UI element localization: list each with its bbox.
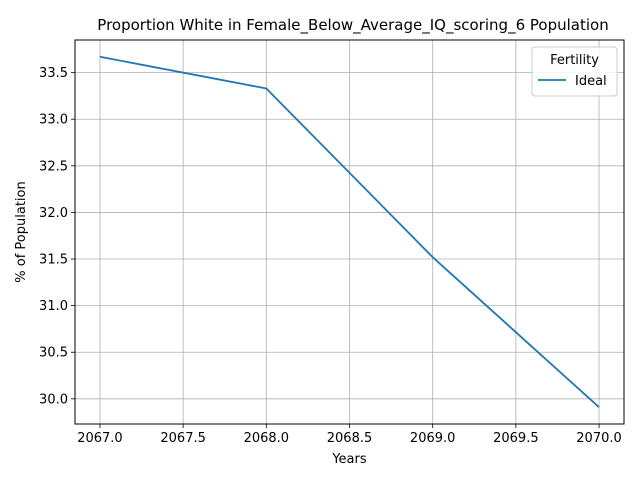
x-tick-label: 2067.5: [160, 431, 206, 446]
grid: [75, 40, 624, 424]
legend: Fertility Ideal: [531, 46, 618, 97]
x-tick-label: 2068.5: [327, 431, 373, 446]
y-tick-label: 32.0: [39, 206, 68, 221]
x-axis-label: Years: [331, 452, 367, 467]
x-tick-label: 2069.0: [410, 431, 456, 446]
y-tick-label: 30.0: [39, 392, 68, 407]
y-tick-label: 33.0: [39, 113, 68, 128]
chart-title: Proportion White in Female_Below_Average…: [97, 16, 608, 35]
legend-box: [531, 46, 618, 97]
x-axis: 2067.0 2067.5 2068.0 2068.5 2069.0 2069.5 2070…: [77, 424, 622, 446]
x-tick-label: 2067.0: [77, 431, 123, 446]
y-tick-label: 31.5: [39, 253, 68, 268]
x-tick-label: 2070.0: [576, 431, 622, 446]
y-axis-label: % of Population: [14, 181, 29, 282]
y-tick-label: 30.5: [39, 346, 68, 361]
legend-label-ideal: Ideal: [575, 74, 607, 89]
y-tick-label: 33.5: [39, 66, 68, 81]
legend-title: Fertility: [550, 53, 599, 68]
y-tick-label: 32.5: [39, 159, 68, 174]
series-layer: [99, 55, 600, 408]
plot-frame: [74, 39, 625, 425]
x-tick-label: 2068.0: [244, 431, 290, 446]
y-tick-label: 31.0: [39, 299, 68, 314]
x-tick-label: 2069.5: [493, 431, 539, 446]
y-axis: 30.0 30.5 31.0 31.5 32.0 32.5 33.0 33.5: [39, 66, 75, 407]
series-line-ideal: [99, 55, 600, 408]
